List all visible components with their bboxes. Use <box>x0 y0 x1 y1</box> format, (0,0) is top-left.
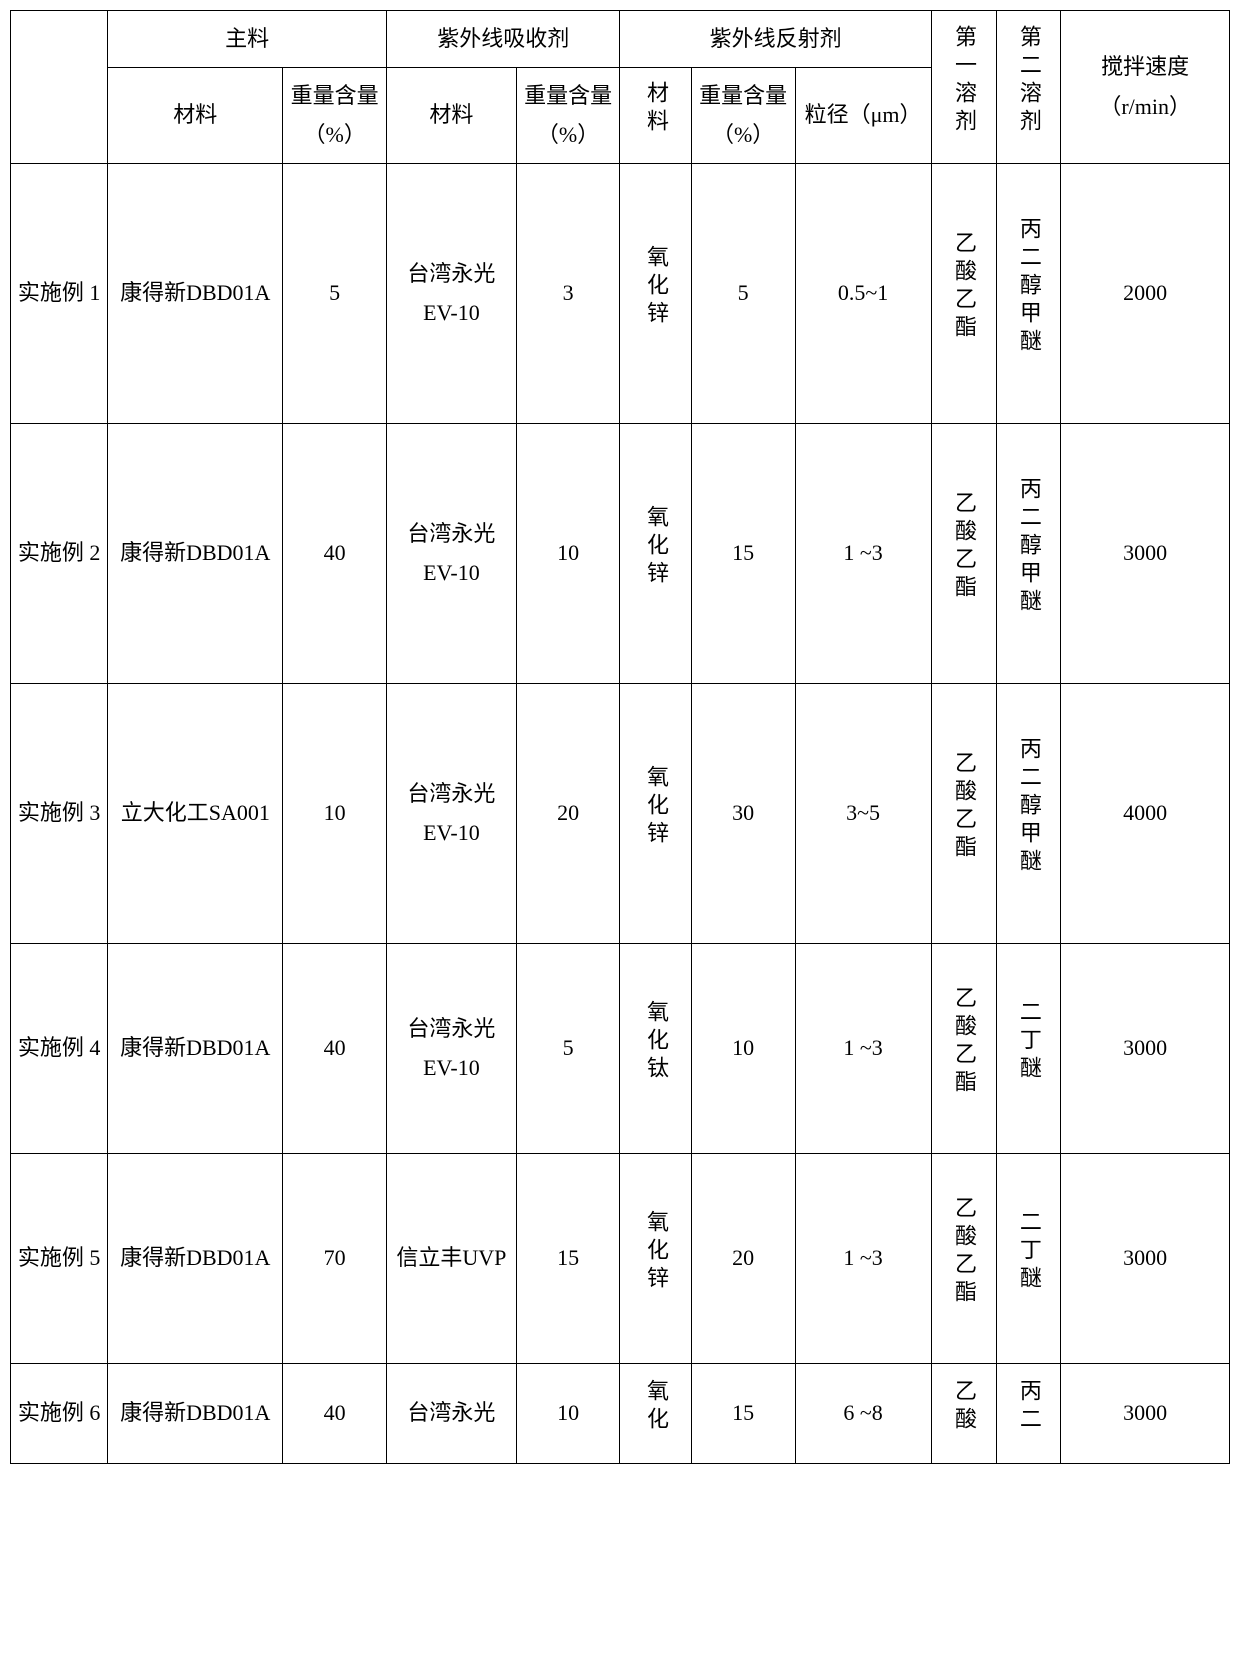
cell-material1: 康得新DBD01A <box>108 1153 283 1363</box>
cell-weight1: 40 <box>283 423 387 683</box>
table-row: 实施例 2康得新DBD01A40台湾永光EV-1010氧化锌151 ~3乙酸乙酯… <box>11 423 1230 683</box>
cell-material3: 氧化锌 <box>620 163 691 423</box>
row-label: 实施例 3 <box>11 683 108 943</box>
header-weight2: 重量含量（%） <box>516 67 620 163</box>
table-row: 实施例 3立大化工SA00110台湾永光EV-1020氧化锌303~5乙酸乙酯丙… <box>11 683 1230 943</box>
cell-weight3: 20 <box>691 1153 795 1363</box>
row-label: 实施例 1 <box>11 163 108 423</box>
cell-material1: 康得新DBD01A <box>108 163 283 423</box>
cell-solvent2: 二丁醚 <box>996 1153 1061 1363</box>
cell-size: 1 ~3 <box>795 1153 931 1363</box>
table-row: 实施例 1康得新DBD01A5台湾永光EV-103氧化锌50.5~1乙酸乙酯丙二… <box>11 163 1230 423</box>
cell-solvent2: 丙二醇甲醚 <box>996 423 1061 683</box>
header-weight1: 重量含量（%） <box>283 67 387 163</box>
cell-solvent1: 乙酸乙酯 <box>931 943 996 1153</box>
cell-speed: 3000 <box>1061 943 1230 1153</box>
cell-weight1: 10 <box>283 683 387 943</box>
cell-weight1: 40 <box>283 1363 387 1463</box>
cell-solvent1: 乙酸乙酯 <box>931 423 996 683</box>
cell-material2: 台湾永光EV-10 <box>387 423 517 683</box>
cell-material3: 氧化锌 <box>620 423 691 683</box>
table-body: 实施例 1康得新DBD01A5台湾永光EV-103氧化锌50.5~1乙酸乙酯丙二… <box>11 163 1230 1463</box>
cell-material2: 信立丰UVP <box>387 1153 517 1363</box>
header-material1: 材料 <box>108 67 283 163</box>
table-row: 实施例 6康得新DBD01A40台湾永光10氧化156 ~8乙酸丙二3000 <box>11 1363 1230 1463</box>
cell-material2: 台湾永光EV-10 <box>387 683 517 943</box>
cell-solvent1: 乙酸乙酯 <box>931 163 996 423</box>
cell-weight1: 70 <box>283 1153 387 1363</box>
header-solvent2: 第二溶剂 <box>996 11 1061 164</box>
cell-solvent1: 乙酸乙酯 <box>931 683 996 943</box>
cell-weight3: 5 <box>691 163 795 423</box>
header-group-main: 主料 <box>108 11 387 68</box>
cell-size: 0.5~1 <box>795 163 931 423</box>
cell-weight1: 40 <box>283 943 387 1153</box>
cell-material1: 立大化工SA001 <box>108 683 283 943</box>
cell-material1: 康得新DBD01A <box>108 1363 283 1463</box>
header-material3: 材料 <box>620 67 691 163</box>
cell-weight2: 10 <box>516 1363 620 1463</box>
cell-weight3: 15 <box>691 423 795 683</box>
cell-weight2: 20 <box>516 683 620 943</box>
cell-size: 1 ~3 <box>795 423 931 683</box>
header-material2: 材料 <box>387 67 517 163</box>
cell-material3: 氧化锌 <box>620 683 691 943</box>
row-label: 实施例 5 <box>11 1153 108 1363</box>
cell-material2: 台湾永光EV-10 <box>387 163 517 423</box>
header-solvent1: 第一溶剂 <box>931 11 996 164</box>
cell-solvent1: 乙酸 <box>931 1363 996 1463</box>
cell-size: 1 ~3 <box>795 943 931 1153</box>
header-blank <box>11 11 108 164</box>
header-speed: 搅拌速度（r/min） <box>1061 11 1230 164</box>
cell-material1: 康得新DBD01A <box>108 943 283 1153</box>
cell-weight3: 15 <box>691 1363 795 1463</box>
table-header: 主料 紫外线吸收剂 紫外线反射剂 第一溶剂 第二溶剂 搅拌速度（r/min） 材… <box>11 11 1230 164</box>
cell-material3: 氧化钛 <box>620 943 691 1153</box>
cell-weight1: 5 <box>283 163 387 423</box>
cell-material2: 台湾永光EV-10 <box>387 943 517 1153</box>
cell-material3: 氧化 <box>620 1363 691 1463</box>
table-row: 实施例 4康得新DBD01A40台湾永光EV-105氧化钛101 ~3乙酸乙酯二… <box>11 943 1230 1153</box>
cell-speed: 4000 <box>1061 683 1230 943</box>
data-table: 主料 紫外线吸收剂 紫外线反射剂 第一溶剂 第二溶剂 搅拌速度（r/min） 材… <box>10 10 1230 1464</box>
cell-weight2: 5 <box>516 943 620 1153</box>
row-label: 实施例 4 <box>11 943 108 1153</box>
cell-solvent1: 乙酸乙酯 <box>931 1153 996 1363</box>
cell-weight3: 10 <box>691 943 795 1153</box>
cell-solvent2: 丙二醇甲醚 <box>996 683 1061 943</box>
cell-size: 3~5 <box>795 683 931 943</box>
cell-material2: 台湾永光 <box>387 1363 517 1463</box>
table-row: 实施例 5康得新DBD01A70信立丰UVP15氧化锌201 ~3乙酸乙酯二丁醚… <box>11 1153 1230 1363</box>
cell-weight3: 30 <box>691 683 795 943</box>
row-label: 实施例 6 <box>11 1363 108 1463</box>
row-label: 实施例 2 <box>11 423 108 683</box>
cell-solvent2: 二丁醚 <box>996 943 1061 1153</box>
header-weight3: 重量含量（%） <box>691 67 795 163</box>
header-group-reflector: 紫外线反射剂 <box>620 11 931 68</box>
cell-speed: 3000 <box>1061 1153 1230 1363</box>
header-group-absorber: 紫外线吸收剂 <box>387 11 620 68</box>
cell-material3: 氧化锌 <box>620 1153 691 1363</box>
cell-material1: 康得新DBD01A <box>108 423 283 683</box>
cell-size: 6 ~8 <box>795 1363 931 1463</box>
cell-solvent2: 丙二 <box>996 1363 1061 1463</box>
header-size: 粒径（μm） <box>795 67 931 163</box>
cell-weight2: 10 <box>516 423 620 683</box>
cell-speed: 3000 <box>1061 423 1230 683</box>
cell-weight2: 3 <box>516 163 620 423</box>
cell-speed: 3000 <box>1061 1363 1230 1463</box>
cell-speed: 2000 <box>1061 163 1230 423</box>
cell-solvent2: 丙二醇甲醚 <box>996 163 1061 423</box>
cell-weight2: 15 <box>516 1153 620 1363</box>
